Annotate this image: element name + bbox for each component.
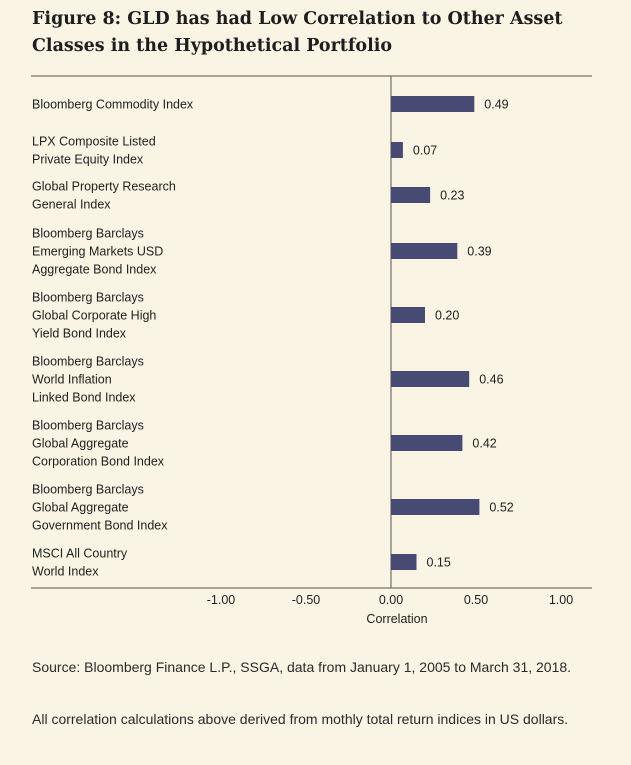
bar xyxy=(391,554,417,570)
category-label: Bloomberg Barclays World Inflation Linked … xyxy=(32,354,144,404)
correlation-bar-chart: Bloomberg Commodity Index LPX Composite L… xyxy=(31,75,592,626)
bar xyxy=(391,187,431,203)
bar xyxy=(391,435,463,451)
x-tick-label: 1.00 xyxy=(549,593,573,607)
x-tick-label: -1.00 xyxy=(207,593,236,607)
value-label: 0.07 xyxy=(413,144,437,158)
category-label: Global Property Research General Index xyxy=(32,179,176,211)
category-label: Bloomberg Barclays Global Corporate High Y… xyxy=(32,290,156,340)
bar xyxy=(391,243,458,259)
value-labels: 0.49 0.07 0.23 0.39 0.20 0.46 0.42 0.52 0.15 xyxy=(413,98,514,570)
category-label: Bloomberg Barclays Global Aggregate Corpor… xyxy=(32,418,165,468)
value-label: 0.15 xyxy=(427,556,451,570)
bar xyxy=(391,307,425,323)
category-label: MSCI All Country World Index xyxy=(32,546,128,578)
value-label: 0.42 xyxy=(472,437,496,451)
x-tick-label: -0.50 xyxy=(292,593,321,607)
bar xyxy=(391,142,403,158)
category-label: Bloomberg Barclays Global Aggregate Govern… xyxy=(32,482,168,532)
bars xyxy=(391,96,480,570)
value-label: 0.52 xyxy=(489,501,513,515)
value-label: 0.39 xyxy=(467,245,491,259)
category-label: Bloomberg Commodity Index xyxy=(32,98,194,112)
category-label: Bloomberg Barclays Emerging Markets USD Ag… xyxy=(32,226,163,276)
x-tick-label: 0.50 xyxy=(464,593,488,607)
value-label: 0.49 xyxy=(484,98,508,112)
bar xyxy=(391,96,475,112)
chart-title: Figure 8: GLD has had Low Correlation to… xyxy=(32,9,563,56)
x-ticks: -1.00 -0.50 0.00 0.50 1.00 xyxy=(207,593,573,607)
value-label: 0.20 xyxy=(435,309,459,323)
source-note: Source: Bloomberg Finance L.P., SSGA, da… xyxy=(32,659,572,675)
value-label: 0.23 xyxy=(440,189,464,203)
category-labels: Bloomberg Commodity Index LPX Composite L… xyxy=(32,98,194,579)
bar xyxy=(391,499,480,515)
category-label: LPX Composite Listed Private Equity Index xyxy=(32,134,156,166)
value-label: 0.46 xyxy=(479,373,503,387)
x-tick-label: 0.00 xyxy=(379,593,403,607)
x-axis-title: Correlation xyxy=(366,612,427,626)
bar xyxy=(391,371,470,387)
methodology-note: All correlation calculations above deriv… xyxy=(32,711,569,727)
